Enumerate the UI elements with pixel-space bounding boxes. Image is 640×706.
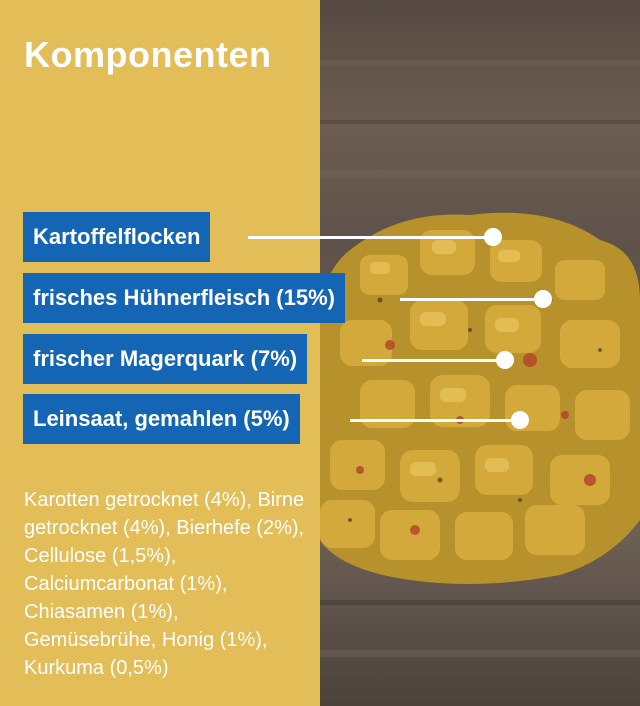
- component-label-huehnerfleisch: frisches Hühnerfleisch (15%): [23, 273, 345, 323]
- component-label-kartoffelflocken: Kartoffelflocken: [23, 212, 211, 262]
- marker-dot: [484, 228, 502, 246]
- marker-dot: [534, 290, 552, 308]
- page-title: Komponenten: [24, 34, 272, 75]
- connector-line: [248, 236, 493, 239]
- connector-line: [362, 359, 505, 362]
- connector-line: [350, 419, 520, 422]
- marker-dot: [496, 351, 514, 369]
- dog-food-pellets-image: [320, 0, 640, 706]
- connector-line: [400, 298, 543, 301]
- component-label-leinsaat: Leinsaat, gemahlen (5%): [23, 394, 300, 444]
- other-components-text: Karotten getrocknet (4%), Birne getrockn…: [24, 489, 305, 679]
- marker-dot: [511, 411, 529, 429]
- component-label-magerquark: frischer Magerquark (7%): [23, 334, 308, 384]
